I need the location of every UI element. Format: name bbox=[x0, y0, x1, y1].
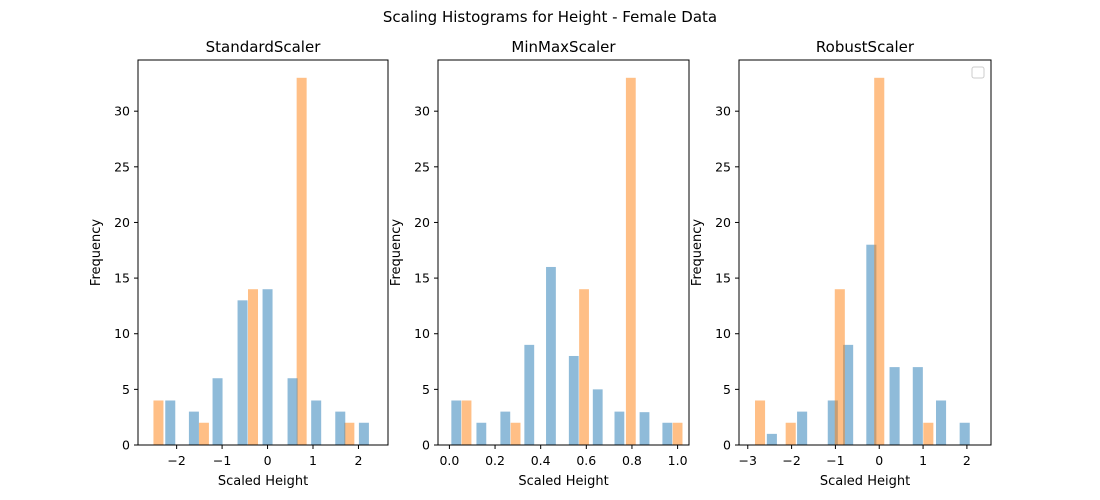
robustscaler-bar bbox=[912, 367, 923, 445]
minmaxscaler-bar bbox=[510, 422, 521, 445]
robustscaler-x-tick-label: −1 bbox=[826, 453, 844, 468]
standardscaler-x-tick-label: 1 bbox=[309, 453, 317, 468]
standardscaler-bar bbox=[165, 400, 176, 445]
standardscaler-x-tick-label: 2 bbox=[354, 453, 362, 468]
minmaxscaler-bar bbox=[592, 389, 603, 445]
standardscaler-bar bbox=[311, 400, 322, 445]
minmaxscaler-y-tick-label: 10 bbox=[414, 326, 430, 341]
minmaxscaler-bar bbox=[579, 289, 589, 445]
minmaxscaler-bar bbox=[546, 266, 556, 445]
minmaxscaler-panel: 0.0 0.2 0.4 0.6 0.8 1.0 0 5 10 15 20 25 30 MinMaxScal… bbox=[389, 38, 690, 489]
robustscaler-axes-frame bbox=[738, 59, 992, 446]
standardscaler-y-tick-label: 10 bbox=[114, 326, 130, 341]
minmaxscaler-y-tick-label: 30 bbox=[414, 104, 430, 119]
standardscaler-bar bbox=[262, 289, 273, 445]
robustscaler-bar bbox=[959, 422, 970, 445]
minmaxscaler-bar bbox=[625, 77, 636, 446]
standardscaler-x-tick-label: −1 bbox=[213, 453, 231, 468]
robustscaler-bar bbox=[866, 244, 877, 445]
standardscaler-axes-frame bbox=[137, 59, 389, 446]
robustscaler-bar bbox=[843, 344, 854, 445]
minmaxscaler-y-tick-label: 25 bbox=[414, 159, 430, 174]
standardscaler-bar bbox=[153, 400, 164, 445]
standardscaler-bar bbox=[296, 77, 307, 446]
robustscaler-y-tick-label: 10 bbox=[715, 326, 731, 341]
robustscaler-x-tick-label: 2 bbox=[963, 453, 971, 468]
minmaxscaler-x-tick-label: 0.6 bbox=[576, 453, 596, 468]
standardscaler-y-tick-label: 20 bbox=[114, 215, 130, 230]
robustscaler-legend bbox=[971, 66, 985, 79]
robustscaler-x-tick-label: 1 bbox=[919, 453, 927, 468]
robustscaler-y-tick-label: 0 bbox=[723, 438, 731, 453]
minmaxscaler-title: MinMaxScaler bbox=[511, 38, 616, 56]
standardscaler-bar bbox=[344, 422, 355, 445]
standardscaler-bar bbox=[335, 411, 346, 445]
standardscaler-x-tick-label: −2 bbox=[167, 453, 185, 468]
robustscaler-x-tick-label: −3 bbox=[739, 453, 757, 468]
robustscaler-bar bbox=[785, 422, 796, 445]
minmaxscaler-bar bbox=[662, 422, 673, 445]
standardscaler-title: StandardScaler bbox=[206, 38, 322, 56]
robustscaler-bar bbox=[923, 422, 934, 445]
robustscaler-title: RobustScaler bbox=[816, 38, 915, 56]
robustscaler-x-tick-label: 0 bbox=[875, 453, 883, 468]
standardscaler-bar bbox=[358, 422, 369, 445]
minmaxscaler-x-tick-label: 1.0 bbox=[668, 453, 688, 468]
robustscaler-y-axis-label: Frequency bbox=[690, 219, 705, 286]
standardscaler-x-tick-label: 0 bbox=[264, 453, 272, 468]
robustscaler-bar bbox=[766, 433, 777, 445]
minmaxscaler-y-tick-label: 15 bbox=[414, 271, 430, 286]
minmaxscaler-y-tick-label: 20 bbox=[414, 215, 430, 230]
minmaxscaler-bar bbox=[500, 411, 511, 445]
robustscaler-bar bbox=[889, 367, 900, 445]
minmaxscaler-x-tick-label: 0.0 bbox=[439, 453, 459, 468]
minmaxscaler-y-tick-label: 0 bbox=[422, 438, 430, 453]
robustscaler-bar bbox=[827, 400, 838, 445]
minmaxscaler-bar bbox=[461, 400, 472, 445]
robustscaler-bar bbox=[936, 400, 947, 445]
robustscaler-bar bbox=[797, 411, 808, 445]
standardscaler-bar bbox=[198, 422, 209, 445]
robustscaler-bar bbox=[755, 400, 766, 445]
minmaxscaler-bar bbox=[614, 411, 625, 445]
minmaxscaler-y-tick-label: 5 bbox=[422, 382, 430, 397]
standardscaler-y-tick-label: 15 bbox=[114, 271, 130, 286]
minmaxscaler-axes-frame bbox=[437, 59, 690, 446]
standardscaler-y-tick-label: 25 bbox=[114, 159, 130, 174]
standardscaler-bar bbox=[287, 378, 298, 445]
standardscaler-y-tick-label: 30 bbox=[114, 104, 130, 119]
standardscaler-y-tick-label: 5 bbox=[122, 382, 130, 397]
minmaxscaler-bar bbox=[568, 355, 579, 445]
robustscaler-x-tick-label: −2 bbox=[782, 453, 800, 468]
minmaxscaler-bar bbox=[451, 400, 462, 445]
robustscaler-y-tick-label: 5 bbox=[723, 382, 731, 397]
robustscaler-y-tick-label: 20 bbox=[715, 215, 731, 230]
minmaxscaler-bar bbox=[672, 422, 683, 445]
minmaxscaler-bar bbox=[524, 344, 535, 445]
standardscaler-y-axis-label: Frequency bbox=[89, 219, 104, 286]
robustscaler-y-tick-label: 15 bbox=[715, 271, 731, 286]
robustscaler-bar bbox=[834, 289, 845, 445]
standardscaler-bar bbox=[188, 411, 199, 445]
robustscaler-panel: −3 −2 −1 0 1 2051015202530RobustScalerScaled … bbox=[690, 38, 992, 489]
robustscaler-y-tick-label: 25 bbox=[715, 159, 731, 174]
robustscaler-x-axis-label: Scaled Height bbox=[820, 474, 910, 489]
figure-title: Scaling Histograms for Height - Female D… bbox=[383, 8, 717, 26]
minmaxscaler-x-tick-label: 0.8 bbox=[622, 453, 642, 468]
minmaxscaler-x-axis-label: Scaled Height bbox=[518, 474, 608, 489]
minmaxscaler-bar bbox=[639, 412, 650, 445]
robustscaler-bar bbox=[874, 77, 885, 446]
minmaxscaler-x-tick-label: 0.2 bbox=[485, 453, 505, 468]
standardscaler-bar bbox=[212, 378, 223, 445]
robustscaler-y-tick-label: 30 bbox=[715, 104, 731, 119]
standardscaler-x-axis-label: Scaled Height bbox=[218, 474, 308, 489]
minmaxscaler-y-axis-label: Frequency bbox=[389, 219, 404, 286]
standardscaler-panel: −2 −1 0 1 2051015202530StandardScalerScaled … bbox=[89, 38, 389, 489]
standardscaler-bar bbox=[237, 300, 248, 445]
standardscaler-bar bbox=[248, 289, 258, 445]
minmaxscaler-bar bbox=[476, 422, 487, 445]
standardscaler-y-tick-label: 0 bbox=[122, 438, 130, 453]
minmaxscaler-x-tick-label: 0.4 bbox=[531, 453, 551, 468]
